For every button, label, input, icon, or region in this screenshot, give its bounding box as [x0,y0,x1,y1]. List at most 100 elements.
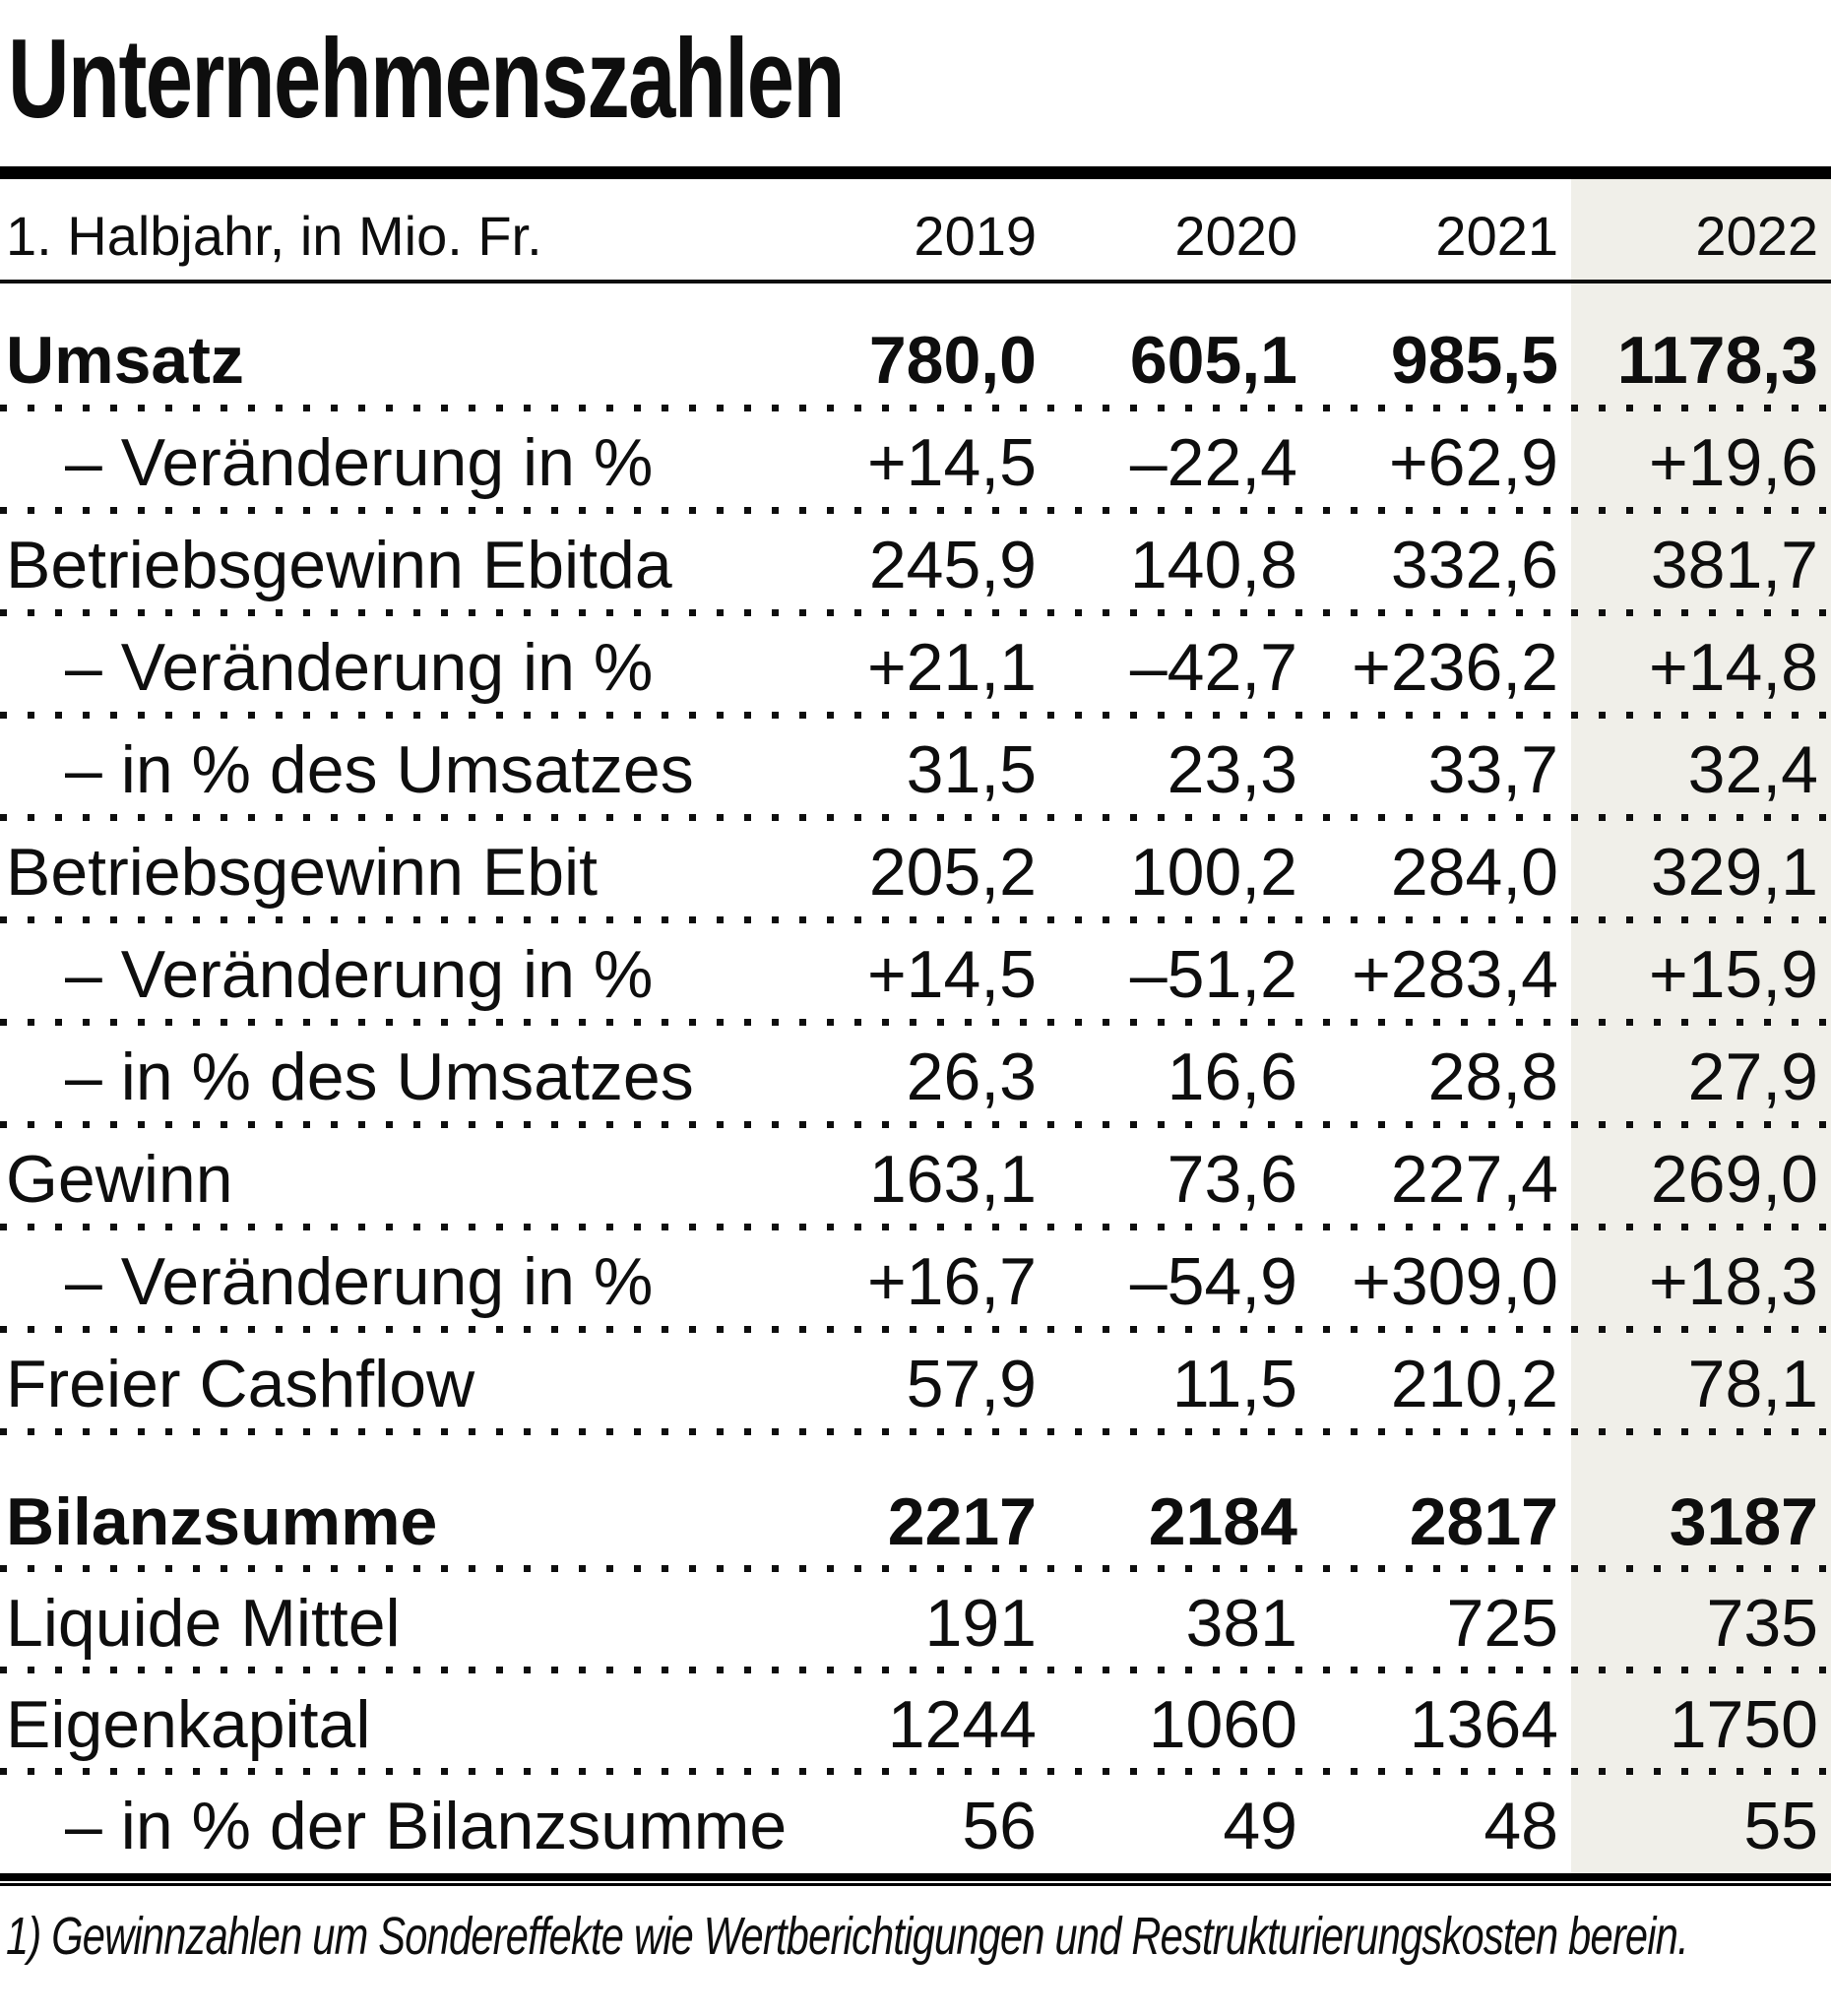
row-label: Umsatz [6,323,244,398]
header-gap [0,284,1831,309]
value-2022: 1750 [1669,1686,1818,1762]
table-row: – Veränderung in % +14,5 –51,2 +283,4 +15,9 [0,923,1831,1026]
section-gap [0,1435,1831,1471]
value-2020: 49 [1223,1788,1297,1863]
value-2022: 329,1 [1650,835,1818,910]
value-2020: –42,7 [1129,630,1297,705]
value-2019: 56 [962,1788,1037,1863]
value-2019: +16,7 [866,1244,1037,1319]
table-row: Freier Cashflow 57,9 11,5 210,2 78,1 [0,1333,1831,1435]
value-2021: 48 [1484,1788,1558,1863]
value-2022: 1178,3 [1616,323,1818,398]
value-2020: –54,9 [1129,1244,1297,1319]
value-2020: 381 [1185,1585,1297,1661]
value-2021: 2817 [1409,1483,1558,1559]
value-2019: 191 [924,1585,1037,1661]
year-column-2019: 2019 [914,205,1037,267]
year-column-2021: 2021 [1435,205,1558,267]
table-row: Umsatz 780,0 605,1 985,5 1178,3 [0,309,1831,411]
row-label: – in % der Bilanzsumme [65,1788,788,1863]
company-figures-table: 1. Halbjahr, in Mio. Fr. 2019 2020 2021 … [0,179,1831,1876]
value-2019: +14,5 [866,425,1037,500]
table-row: – in % der Bilanzsumme 56 49 48 55 [0,1775,1831,1876]
table-header-row: 1. Halbjahr, in Mio. Fr. 2019 2020 2021 … [0,179,1831,284]
value-2019: +21,1 [866,630,1037,705]
row-label: Gewinn [6,1142,233,1217]
table-row: – in % des Umsatzes 26,3 16,6 28,8 27,9 [0,1026,1831,1128]
value-2022: +18,3 [1648,1244,1818,1319]
highlight-column-2022 [1571,179,1831,1876]
value-2021: 284,0 [1390,835,1558,910]
value-2019: 31,5 [906,732,1037,807]
row-label: – Veränderung in % [65,1244,654,1319]
row-label: – in % des Umsatzes [65,732,694,807]
value-2021: +236,2 [1352,630,1558,705]
value-2020: 140,8 [1129,528,1297,602]
balance-rows-section: Bilanzsumme 2217 2184 2817 3187 Liquide Mitte… [0,1471,1831,1876]
value-2022: 381,7 [1650,528,1818,602]
value-2022: +15,9 [1648,937,1818,1012]
row-label: – Veränderung in % [65,937,654,1012]
value-2019: 1244 [887,1686,1037,1762]
value-2021: 210,2 [1390,1347,1558,1421]
value-2021: +309,0 [1352,1244,1558,1319]
value-2022: 27,9 [1687,1040,1818,1114]
value-2020: 605,1 [1129,323,1297,398]
row-label: Eigenkapital [6,1686,371,1762]
value-2020: 1060 [1148,1686,1297,1762]
value-2022: 55 [1743,1788,1818,1863]
value-2021: 1364 [1409,1686,1558,1762]
value-2020: 2184 [1148,1483,1297,1559]
value-2019: +14,5 [866,937,1037,1012]
value-2021: +62,9 [1388,425,1558,500]
row-label: – Veränderung in % [65,425,654,500]
value-2022: +19,6 [1648,425,1818,500]
value-2020: –22,4 [1129,425,1297,500]
row-label: Bilanzsumme [6,1483,438,1559]
value-2019: 780,0 [868,323,1037,398]
value-2022: +14,8 [1648,630,1818,705]
value-2020: 16,6 [1167,1040,1297,1114]
value-2021: 227,4 [1390,1142,1558,1217]
value-2021: 985,5 [1390,323,1558,398]
table-row: – Veränderung in % +14,5 –22,4 +62,9 +19,6 [0,411,1831,514]
value-2020: –51,2 [1129,937,1297,1012]
value-2022: 78,1 [1687,1347,1818,1421]
title-divider-rule [0,166,1831,179]
footnote: 1) Gewinnzahlen um Sondereffekte wie Wer… [6,1907,1689,1966]
bottom-rule-thin [0,1883,1831,1886]
row-label: Liquide Mittel [6,1585,401,1661]
value-2022: 3187 [1669,1483,1818,1559]
value-2021: 33,7 [1427,732,1558,807]
value-2019: 26,3 [906,1040,1037,1114]
table-row: Betriebsgewinn Ebitda 245,9 140,8 332,6 381,… [0,514,1831,616]
table-row: Liquide Mittel 191 381 725 735 [0,1572,1831,1673]
table-row: Bilanzsumme 2217 2184 2817 3187 [0,1471,1831,1572]
value-2020: 11,5 [1171,1347,1297,1421]
table-row: Betriebsgewinn Ebit 205,2 100,2 284,0 329,1 [0,821,1831,923]
table-row: Eigenkapital 1244 1060 1364 1750 [0,1673,1831,1775]
table-row: – Veränderung in % +16,7 –54,9 +309,0 +18,3 [0,1230,1831,1333]
table-row: – Veränderung in % +21,1 –42,7 +236,2 +14,8 [0,616,1831,719]
value-2022: 735 [1706,1585,1818,1661]
bottom-rule-thick [0,1873,1831,1881]
row-label: Freier Cashflow [6,1347,475,1421]
row-label: Betriebsgewinn Ebitda [6,528,672,602]
value-2019: 57,9 [906,1347,1037,1421]
table-row: Gewinn 163,1 73,6 227,4 269,0 [0,1128,1831,1230]
value-2021: 332,6 [1390,528,1558,602]
value-2019: 245,9 [868,528,1037,602]
value-2021: +283,4 [1352,937,1558,1012]
value-2022: 32,4 [1687,732,1818,807]
value-2019: 163,1 [868,1142,1037,1217]
value-2020: 23,3 [1167,732,1297,807]
row-label: Betriebsgewinn Ebit [6,835,599,910]
table-row: – in % des Umsatzes 31,5 23,3 33,7 32,4 [0,719,1831,821]
value-2020: 100,2 [1129,835,1297,910]
year-column-2020: 2020 [1174,205,1297,267]
bottom-divider-rule [0,1873,1831,1886]
value-2019: 2217 [887,1483,1037,1559]
value-2021: 28,8 [1427,1040,1558,1114]
value-2020: 73,6 [1167,1142,1297,1217]
value-2021: 725 [1446,1585,1558,1661]
